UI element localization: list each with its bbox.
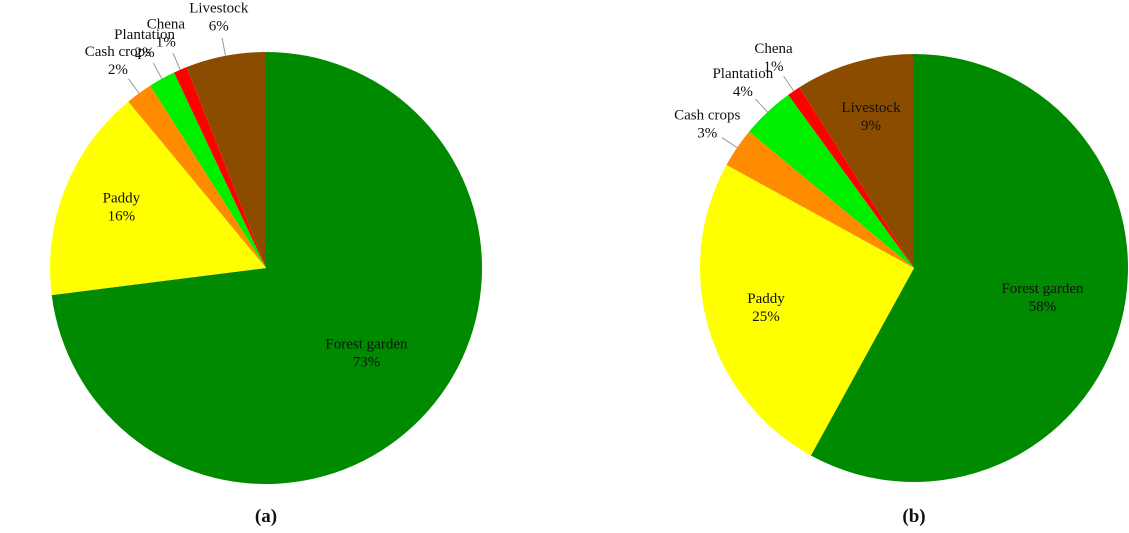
slice-name: Cash crops [85, 44, 151, 60]
slice-label: Livestock 6% [189, 0, 249, 34]
slice-value: 6% [209, 18, 229, 34]
leader-line [128, 78, 140, 94]
pie-slice [799, 54, 914, 268]
slice-name: Forest garden [325, 337, 408, 353]
leader-line [754, 98, 768, 113]
slice-label: Paddy 16% [103, 191, 141, 225]
slice-value: 2% [108, 62, 128, 78]
slice-name: Plantation [712, 66, 773, 82]
slice-label: Chena 1% [147, 17, 186, 51]
caption: (a) [255, 506, 277, 527]
slice-value: 25% [752, 309, 780, 325]
slice-label: Livestock 9% [841, 100, 901, 134]
pie-slice [51, 52, 482, 484]
slice-label: Plantation 2% [114, 27, 175, 61]
pie-slice [186, 52, 266, 268]
slice-label: Cash crops 3% [674, 107, 740, 141]
slice-name: Chena [147, 17, 186, 33]
pie-slice [699, 164, 914, 456]
leader-line [721, 137, 738, 149]
leader-line [783, 75, 795, 92]
slice-value: 9% [861, 118, 881, 134]
slice-label: Cash crops 2% [85, 44, 151, 78]
pie-slice [726, 131, 914, 268]
slice-value: 16% [108, 209, 136, 225]
slice-value: 4% [733, 84, 753, 100]
slice-label: Chena 1% [754, 41, 793, 75]
pie-slice [810, 54, 1129, 483]
leader-line [221, 38, 227, 56]
slice-name: Paddy [103, 191, 141, 207]
slice-value: 1% [763, 59, 783, 75]
slice-label: Forest garden 58% [1001, 281, 1084, 315]
slice-value: 58% [1029, 299, 1057, 315]
pie-slice [49, 101, 266, 296]
slice-label: Paddy 25% [747, 291, 785, 325]
slice-name: Plantation [114, 27, 175, 43]
slice-name: Livestock [841, 100, 901, 116]
pie-slice [174, 67, 266, 269]
slice-value: 1% [156, 35, 176, 51]
slice-label: Forest garden 73% [325, 337, 408, 371]
pie-slice [128, 85, 266, 268]
slice-name: Livestock [189, 0, 249, 16]
slice-label: Plantation 4% [712, 66, 773, 100]
leader-line [172, 53, 181, 70]
slice-value: 3% [697, 125, 717, 141]
pie-slice [150, 72, 266, 268]
slice-name: Forest garden [1001, 281, 1084, 297]
slice-name: Paddy [747, 291, 785, 307]
slice-value: 2% [135, 45, 155, 61]
leader-line [152, 62, 163, 79]
slice-value: 73% [353, 355, 381, 371]
pie-slice [749, 94, 914, 268]
slice-name: Cash crops [674, 107, 740, 123]
caption: (b) [902, 506, 925, 527]
slice-name: Chena [754, 41, 793, 57]
pie-slice [788, 87, 914, 268]
